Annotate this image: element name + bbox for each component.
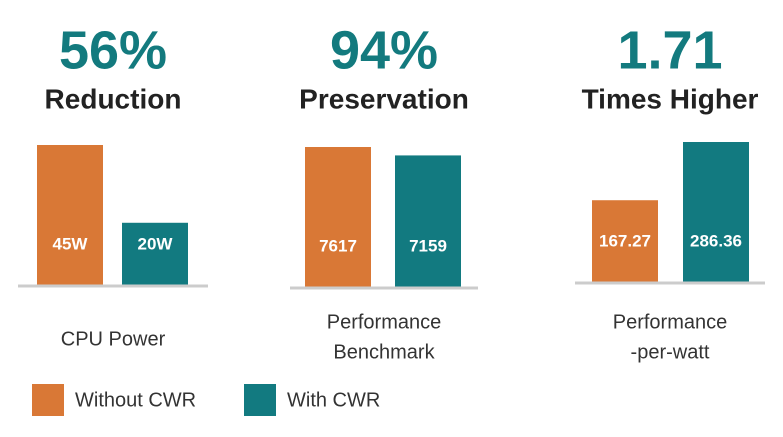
category-label: -per-watt [631, 341, 710, 363]
bar [395, 155, 461, 287]
legend-label: With CWR [287, 389, 380, 411]
bar [683, 142, 749, 282]
category-label: Performance [613, 311, 728, 333]
bar [37, 145, 103, 285]
headline: 56% [59, 20, 167, 80]
legend-label: Without CWR [75, 389, 196, 411]
subtitle: Preservation [299, 83, 469, 114]
legend-swatch [244, 384, 276, 416]
headline: 94% [330, 20, 438, 80]
subtitle: Times Higher [582, 83, 759, 114]
category-label: Benchmark [333, 341, 435, 363]
category-label: Performance [327, 311, 442, 333]
value-label: 286.36 [690, 231, 742, 250]
bar [592, 200, 658, 282]
value-label: 167.27 [599, 231, 651, 250]
legend-swatch [32, 384, 64, 416]
bar [122, 222, 188, 285]
category-label: CPU Power [61, 328, 166, 350]
subtitle: Reduction [45, 83, 182, 114]
value-label: 7159 [409, 236, 447, 255]
headline: 1.71 [617, 20, 722, 80]
value-label: 45W [53, 234, 89, 253]
value-label: 20W [138, 234, 174, 253]
value-label: 7617 [319, 236, 357, 255]
bar [305, 147, 371, 287]
